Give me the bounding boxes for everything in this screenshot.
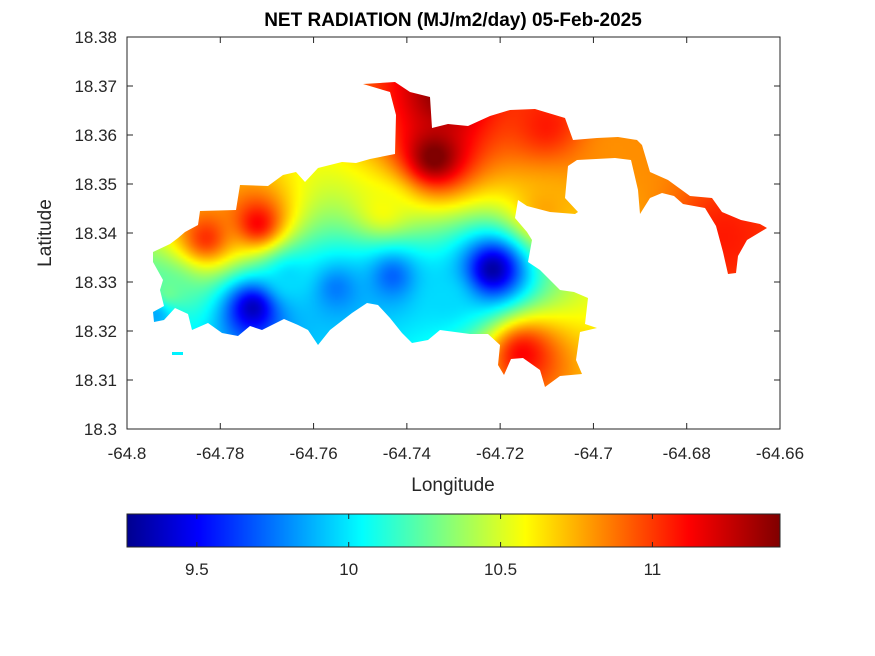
x-tick-label: -64.7: [574, 444, 613, 463]
y-axis-label: Latitude: [35, 199, 56, 267]
y-tick-label: 18.3: [84, 420, 117, 439]
colorbar-ticks: 9.5 10 10.5 11: [185, 514, 661, 579]
colorbar-tick-label: 10.5: [484, 560, 517, 579]
colorbar-tick-label: 9.5: [185, 560, 209, 579]
x-tick-label: -64.72: [476, 444, 524, 463]
y-tick-label: 18.38: [74, 28, 117, 47]
x-tick-label: -64.76: [289, 444, 337, 463]
colorbar-tick-label: 11: [644, 560, 662, 579]
colorbar: [126, 513, 781, 548]
chart-title: NET RADIATION (MJ/m2/day) 05-Feb-2025: [264, 10, 642, 31]
y-tick-label: 18.37: [74, 77, 117, 96]
x-tick-label: -64.66: [756, 444, 804, 463]
x-tick-label: -64.78: [196, 444, 244, 463]
x-tick-label: -64.74: [383, 444, 431, 463]
x-tick-label: -64.8: [108, 444, 147, 463]
x-axis-label: Longitude: [411, 475, 494, 496]
y-tick-label: 18.36: [74, 126, 117, 145]
colorbar-tick-label: 10: [339, 560, 358, 579]
y-tick-label: 18.33: [74, 273, 117, 292]
x-tick-label: -64.68: [663, 444, 711, 463]
y-tick-label: 18.34: [74, 224, 117, 243]
y-tick-label: 18.35: [74, 175, 117, 194]
axis-ticks: -64.8 -64.78 -64.76 -64.74 -64.72 -64.7 -64.68…: [74, 28, 804, 463]
y-tick-label: 18.32: [74, 322, 117, 341]
y-tick-label: 18.31: [74, 371, 117, 390]
